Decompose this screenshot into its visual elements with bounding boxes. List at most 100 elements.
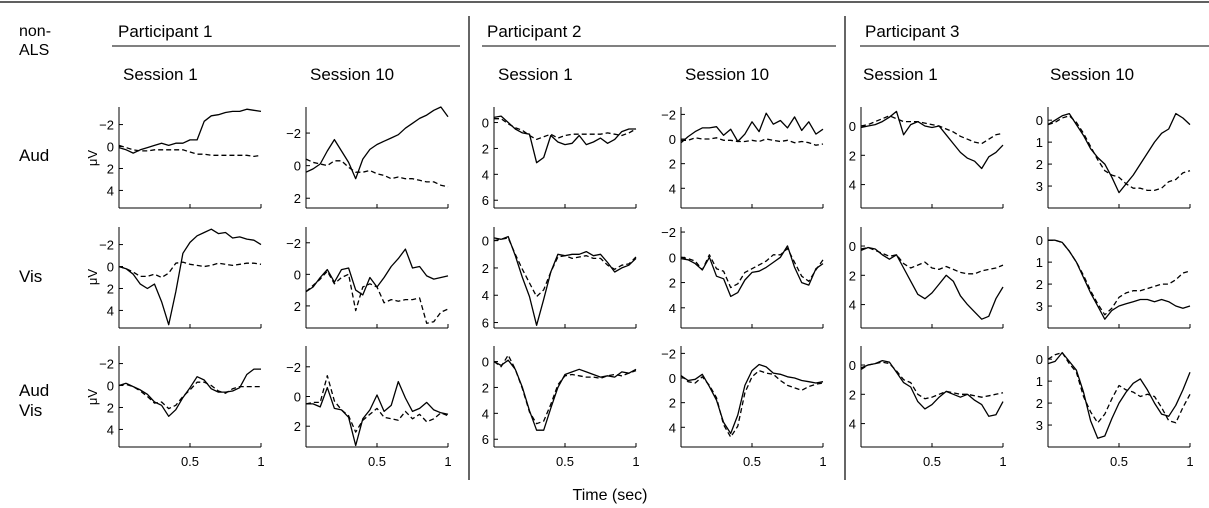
x-tick-label: 0.5	[1110, 454, 1128, 469]
y-tick-label: −2	[99, 238, 114, 253]
erp-panel: 0 1 2 3	[1036, 227, 1191, 329]
erp-trace-dashed	[494, 118, 637, 141]
x-axis-label: Time (sec)	[573, 487, 648, 504]
y-tick-label: −2	[286, 236, 301, 251]
x-tick-label: 1	[819, 454, 826, 469]
y-tick-label: 6	[482, 432, 489, 447]
y-tick-label: 0	[482, 355, 489, 370]
y-tick-label: 0	[294, 390, 301, 405]
y-tick-label: 1	[1036, 135, 1043, 150]
erp-trace-solid	[680, 112, 824, 144]
y-tick-label: 4	[482, 288, 489, 303]
erp-trace-dashed	[305, 270, 449, 324]
erp-trace-solid	[860, 246, 1004, 320]
erp-trace-solid	[118, 228, 262, 326]
erp-panel: 0 2 4 6	[482, 107, 637, 209]
erp-trace-dashed	[118, 381, 261, 410]
erp-trace-dashed	[1047, 115, 1191, 192]
panels: −2 0 2 4 −2 0 2 0 2 4 6 −2 0 2 4 0 2 4 0 1 2 3 −2 0 2 4 −2 0 2 0 2 4 6 −2…	[99, 106, 1194, 469]
y-tick-label: 0	[482, 116, 489, 131]
y-tick-label: 2	[294, 299, 301, 314]
session-label: Session 10	[1050, 65, 1134, 84]
y-tick-label: 0	[107, 379, 114, 394]
erp-panel: −2 0 2 4 0.5 1	[661, 346, 827, 469]
erp-trace-solid	[305, 106, 449, 180]
y-tick-label: 2	[482, 380, 489, 395]
group-label-line-2: ALS	[19, 42, 49, 59]
y-tick-label: 4	[482, 167, 489, 182]
group-label-line-1: non-	[19, 23, 51, 40]
erp-trace-dashed	[680, 247, 824, 289]
participant-1-label: Participant 1	[118, 22, 213, 41]
y-tick-label: −2	[661, 107, 676, 122]
erp-trace-solid	[680, 245, 824, 298]
y-tick-label: 2	[669, 157, 676, 172]
condition-label-aud: Aud	[19, 146, 49, 165]
session-label: Session 10	[310, 65, 394, 84]
y-tick-label: 4	[849, 417, 856, 432]
erp-trace-dashed	[493, 354, 637, 425]
erp-trace-solid	[493, 115, 636, 164]
x-tick-label: 1	[999, 454, 1006, 469]
participant-3-label: Participant 3	[865, 22, 960, 41]
y-tick-label: −2	[661, 225, 676, 240]
erp-trace-dashed	[305, 158, 449, 188]
condition-label-audvis: Aud Vis	[19, 381, 54, 420]
y-tick-label: 6	[482, 193, 489, 208]
erp-panel: 0 1 2 3	[1036, 107, 1191, 209]
condition-label-vis: Vis	[19, 267, 42, 286]
erp-trace-dashed	[680, 369, 824, 438]
y-tick-label: 0	[849, 119, 856, 134]
y-tick-label: −2	[99, 118, 114, 133]
erp-trace-solid	[493, 359, 637, 431]
y-tick-label: 2	[482, 141, 489, 156]
erp-panel: 0 2 4 6 0.5 1	[482, 346, 640, 469]
y-tick-label: 2	[1036, 157, 1043, 172]
y-axis-label: μV	[85, 389, 100, 405]
erp-trace-solid	[306, 380, 449, 447]
erp-trace-solid	[860, 110, 1004, 170]
y-tick-label: 0	[1036, 352, 1043, 367]
erp-trace-solid	[118, 108, 262, 154]
erp-panel: 0 2 4 0.5 1	[849, 346, 1007, 469]
y-tick-label: 0	[294, 267, 301, 282]
y-tick-label: 2	[1036, 277, 1043, 292]
y-tick-label: 3	[1036, 179, 1043, 194]
y-tick-label: 2	[107, 281, 114, 296]
condition-labels: Aud Vis Aud Vis	[19, 146, 54, 420]
erp-trace-dashed	[493, 237, 637, 298]
erp-panel: −2 0 2	[286, 227, 449, 329]
erp-panel: 0 2 4 6	[482, 227, 637, 331]
participant-2-label: Participant 2	[487, 22, 582, 41]
erp-trace-dashed	[1048, 239, 1191, 316]
y-tick-label: 0	[1036, 233, 1043, 248]
x-tick-label: 0.5	[181, 454, 199, 469]
y-tick-label: 2	[294, 191, 301, 206]
y-tick-label: 2	[849, 148, 856, 163]
y-tick-label: 2	[107, 400, 114, 415]
erp-panel: −2 0 2 4	[99, 227, 262, 329]
erp-trace-solid	[1048, 239, 1191, 320]
erp-panel: −2 0 2 4	[661, 107, 824, 209]
erp-panel: −2 0 2 4 0.5 1	[99, 346, 265, 469]
erp-trace-solid	[1047, 351, 1191, 439]
session-label: Session 10	[685, 65, 769, 84]
erp-trace-dashed	[118, 261, 262, 279]
x-tick-label: 1	[1186, 454, 1193, 469]
erp-trace-solid	[493, 235, 637, 326]
y-tick-label: 0	[669, 371, 676, 386]
y-tick-label: −2	[286, 126, 301, 141]
y-tick-label: 3	[1036, 418, 1043, 433]
y-tick-label: −2	[286, 360, 301, 375]
group-label: non- ALS	[19, 23, 55, 59]
x-tick-label: 0.5	[368, 454, 386, 469]
erp-trace-dashed	[860, 246, 1004, 275]
y-unit-labels: μV μV μV	[85, 150, 100, 405]
y-tick-label: 4	[482, 406, 489, 421]
erp-panel: 0 1 2 3 0.5 1	[1036, 346, 1194, 469]
y-axis-label: μV	[85, 150, 100, 166]
session-label: Session 1	[123, 65, 198, 84]
y-tick-label: 2	[669, 396, 676, 411]
y-tick-label: 0	[1036, 113, 1043, 128]
y-tick-label: 4	[669, 181, 676, 196]
